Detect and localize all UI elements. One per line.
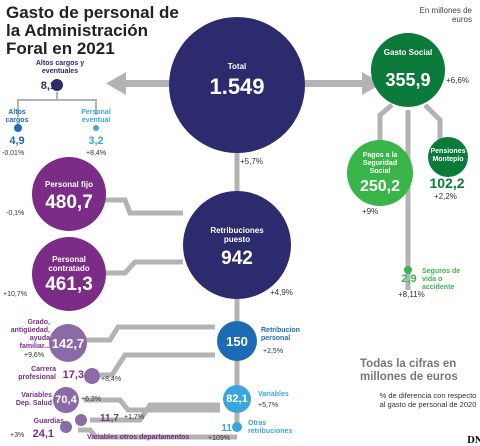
guardias-circle — [60, 421, 72, 433]
personal-eventual-circle — [93, 125, 99, 131]
guardias-label: Guardias — [33, 418, 64, 425]
seguros-pct: +8,11% — [398, 290, 425, 299]
total-label: Total — [227, 62, 247, 71]
altos-eventuales-label: Altos cargos y eventuales — [35, 60, 85, 75]
guardias-pct: +3% — [10, 432, 25, 439]
personal-fijo-pct: -0,1% — [6, 210, 25, 217]
grado-label: Grado, antigüedad, ayuda familiar... — [10, 319, 50, 350]
variables-value: 82,1 — [226, 393, 248, 405]
variables-otros-value: 11,7 — [100, 413, 119, 424]
pagos-ss-pct: +9% — [362, 207, 379, 216]
carrera-circle — [84, 368, 100, 384]
total-value: 1.549 — [209, 74, 265, 99]
variables-pct: +5,7% — [258, 402, 279, 409]
retribucion-personal-pct: +2,5% — [263, 348, 284, 355]
guardias-value: 24,1 — [32, 428, 54, 440]
variables-salud-label: Variables Dep. Salud — [15, 392, 52, 407]
variables-otros-circle — [75, 414, 87, 426]
personal-fijo-value: 480,7 — [45, 192, 93, 213]
grado-pct: +9,6% — [24, 352, 45, 359]
seguros-circle — [404, 266, 412, 274]
pagos-ss-label: Pagos a la Seguridad Social — [362, 152, 398, 175]
carrera-label: Carrera profesional — [18, 366, 56, 381]
personal-eventual-value: 3,2 — [88, 135, 104, 147]
retribucion-personal-label: Retribucion personal — [261, 327, 300, 342]
total-pct: +5,7% — [240, 157, 263, 166]
logo: DN — [467, 436, 480, 446]
seguros-label: Seguros de vida o accidente — [422, 268, 461, 291]
otras-circle — [232, 422, 242, 432]
altos-cargos-label: Altos cargos — [5, 109, 29, 124]
pensiones-circle — [428, 137, 468, 177]
otras-label: Otras retribuciones — [248, 420, 293, 435]
personal-fijo-circle — [32, 157, 106, 231]
variables-salud-value: 70,4 — [55, 394, 77, 406]
altos-eventuales-circle — [51, 79, 63, 91]
carrera-value: 17,3 — [62, 369, 84, 381]
seguros-value: 2,9 — [401, 273, 417, 285]
pagos-ss-value: 250,2 — [359, 178, 401, 195]
variables-circle — [223, 385, 251, 413]
retribuciones-puesto-pct: +4,9% — [270, 288, 293, 297]
altos-cargos-circle — [14, 124, 22, 132]
variables-salud-pct: +6,3% — [81, 396, 102, 403]
small-connectors — [17, 92, 97, 117]
retribucion-personal-circle — [217, 321, 257, 361]
personal-eventual-pct: +8,4% — [86, 150, 107, 157]
altos-cargos-pct: -0,01% — [2, 150, 25, 157]
altos-cargos-value: 4,9 — [9, 135, 25, 147]
pagos-ss-circle — [347, 140, 413, 206]
cifras-note: Todas la cifras en millones de euros — [360, 358, 458, 383]
retribuciones-puesto-value: 942 — [221, 248, 253, 269]
variables-label: Variables — [258, 391, 289, 398]
total-circle — [169, 17, 305, 153]
connector-lines — [78, 103, 443, 440]
pensiones-value: 102,2 — [429, 175, 465, 191]
variables-otros-label: Variables otros departamentos — [87, 434, 190, 441]
personal-fijo-label: Personal fijo — [44, 180, 93, 189]
gasto-social-pct: +6,6% — [446, 76, 469, 85]
grado-value: 142,7 — [51, 336, 85, 351]
personal-contratado-pct: +10,7% — [3, 291, 27, 298]
variables-salud-circle — [53, 387, 79, 413]
variables-otros-pct: +1,7% — [124, 414, 145, 421]
personal-contratado-label: Personal contratado — [48, 255, 90, 273]
personal-eventual-label: Personal eventual — [81, 109, 111, 124]
percent-note: % de diferencia con respecto al gasto de… — [379, 391, 477, 409]
pensiones-pct: +2,2% — [434, 192, 457, 201]
altos-eventuales-value: 8,1 — [40, 80, 56, 92]
personal-contratado-value: 461,3 — [45, 274, 93, 295]
grado-circle — [49, 324, 87, 362]
retribucion-personal-value: 150 — [226, 334, 248, 349]
carrera-pct: +8,4% — [101, 376, 122, 383]
gasto-social-circle — [371, 33, 445, 107]
gasto-social-value: 355,9 — [385, 70, 431, 90]
page-title: Gasto de personal de la Administración F… — [6, 3, 179, 58]
otras-value: 11 — [221, 423, 232, 434]
otras-pct: +109% — [208, 435, 230, 442]
retribuciones-puesto-label: Retribuciones puesto — [210, 226, 264, 244]
units-note: En millones de euros — [419, 6, 472, 24]
node-circles — [14, 17, 468, 433]
retribuciones-puesto-circle — [183, 191, 291, 299]
gasto-social-label: Gasto Social — [383, 48, 433, 57]
personal-contratado-circle — [32, 237, 106, 311]
pensiones-label: Pensiones Montepío — [430, 148, 466, 163]
